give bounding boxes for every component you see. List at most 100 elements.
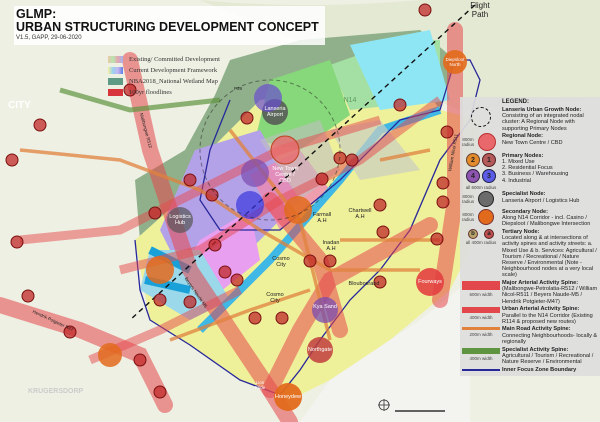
legend-tertiary-node: b a all 400m radius Tertiary Node: Locate… [460,228,600,279]
key-flood: 100yr floodlines [108,87,220,97]
key-wetland: NBA2018_National Wetland Map [108,76,220,86]
key-label: 100yr floodlines [129,88,172,96]
place-northgate: Northgate [307,347,333,353]
legend-regional-node: 800m radius Regional Node: New Town Centr… [460,133,600,152]
legend-panel: LEGEND: Lanseria Urban Growth Node: Consi… [460,97,600,376]
legend-width: 600m width [469,292,493,298]
secondary-node [274,383,302,411]
urban-spine-swatch [462,307,500,314]
legend-radius: all 600m radius [465,184,497,190]
legend-secondary-node: 800m radius Secondary Node: Along N14 Cor… [460,208,600,228]
road-p39: P39 [233,86,242,91]
swatch [108,55,123,63]
secondary-node [307,337,333,363]
key-label: Current Development Framework [129,66,218,74]
legend-radius: 800m radius [461,137,475,148]
legend-major-spine: 600m width Major Arterial Activity Spine… [460,280,600,305]
place-logistics: Logistics Hub [169,214,191,226]
tertiary-node-a-icon: a [484,228,494,239]
title-line-1: GLMP: [16,7,57,21]
place-city: CITY [8,100,31,111]
key-label: Existing/ Committed Development [129,55,220,63]
place-bloubosrand: Bloubosrand [348,281,380,287]
version-text: V1.5, GAPP, 29-06-2020 [16,35,82,41]
flight-path-line [129,4,476,321]
base-layer-key: Existing/ Committed Development Current … [108,54,220,98]
legend-title: Urban Arterial Activity Spine: [502,306,580,313]
legend-urban-spine: 400m width Urban Arterial Activity Spine… [460,306,600,325]
key-framework: Current Development Framework [108,65,220,75]
legend-title: Main Road Activity Spine: [502,326,571,333]
legend-text: Connecting Neighbourhoods- locally & reg… [502,332,598,345]
legend-text: Consisting of an integrated nodal cluste… [502,113,584,132]
legend-radius: all 400m radius [465,239,497,245]
place-kyasand: Kya Sand [313,304,337,310]
swatch [108,77,123,85]
place-chartwell: Chartwell A.H [348,208,372,220]
primary-node [236,191,264,219]
secondary-node [416,268,444,296]
primary-node [312,297,338,323]
legend-text: Along N14 Corridor - incl. Casino / Diep… [502,215,591,228]
legend-title: Regional Node: [502,133,544,140]
primary-node-3-icon: 3 [482,168,496,183]
legend-item: 2. Residential Focus [502,165,553,172]
main-road-spine-swatch [462,327,500,331]
legend-title: Lanseria Urban Growth Node: [502,107,582,113]
legend-growth-node: Lanseria Urban Growth Node: Consisting of… [460,107,600,132]
legend-boundary: Inner Focus Zone Boundary [502,366,577,373]
tertiary-node-b-icon: b [468,228,478,239]
legend-main-road-spine: 200m width Main Road Activity Spine: Conn… [460,326,600,345]
legend-item: 1. Mixed Use [502,159,535,166]
regional-node [270,135,300,165]
primary-node [241,159,269,187]
legend-text: Agricultural / Tourism / Recreational / … [502,352,594,365]
specialist-spines [59,87,221,113]
place-diepsloot: Diepsloot North [445,57,465,67]
legend-text: (Malibongwe-Petrolatia-R512 / William Ni… [502,286,598,305]
primary-node-2-icon: 2 [466,152,480,167]
legend-specialist-spine: 400m width Specialist Activity Spine: Agr… [460,347,600,366]
legend-title: Specialist Activity Spine: [502,346,569,353]
primary-node-4-icon: 4 [466,168,480,183]
boundary-swatch [462,369,500,371]
primary-node-1-icon: 1 [482,152,496,167]
place-cbd: New Town Centre / CBD [272,166,298,184]
major-spine-swatch [462,281,500,291]
place-cosmo-2: Cosmo City [266,292,284,304]
nodes [5,3,467,411]
legend-text: Located along & at intersections of acti… [502,235,597,279]
key-label: NBA2018_National Wetland Map [129,77,218,85]
regional-node-icon [478,133,496,152]
key-existing: Existing/ Committed Development [108,54,220,64]
legend-radius: 800m radius [461,194,475,205]
legend-text: Lanseria Airport / Logistics Hub [502,197,580,204]
secondary-node [284,196,312,224]
swatch [108,66,123,74]
legend-title: Primary Nodes: [502,152,544,159]
specialist-spine-swatch [462,347,500,354]
legend-text: Parallel to the N14 Corridor (Existing R… [502,312,593,325]
secondary-node [98,343,122,367]
title-line-2: URBAN STRUCTURING DEVELOPMENT CONCEPT [16,20,319,34]
place-farmall: Farmall A.H [312,212,332,224]
title-block: GLMP: URBAN STRUCTURING DEVELOPMENT CONC… [14,6,325,45]
legend-width: 400m width [469,315,493,321]
legend-title: Specialist Node: [502,191,546,198]
legend-item: 4. Industrial [502,177,531,184]
specialist-node [167,207,193,233]
legend-text: New Town Centre / CBD [502,139,563,146]
swatch [108,88,123,96]
place-lionpride: Lion Pride [254,380,266,390]
road-n14: N14 [343,97,357,104]
flight-path-label: Flight Path [470,1,490,19]
legend-specialist-node: 800m radius Specialist Node: Lanseria Air… [460,191,600,208]
legend-primary-nodes: 2 1 4 3 all 600m radius Primary Nodes: 1… [460,152,600,190]
legend-heading: LEGEND: [502,99,529,105]
legend-title: Major Arterial Activity Spine: [502,280,579,287]
place-fourways: Fourways [418,279,442,285]
place-krugersdorp: KRUGERSDORP [28,388,84,395]
place-cosmo-1: Cosmo City [272,256,290,268]
specialist-node-icon [478,191,494,208]
